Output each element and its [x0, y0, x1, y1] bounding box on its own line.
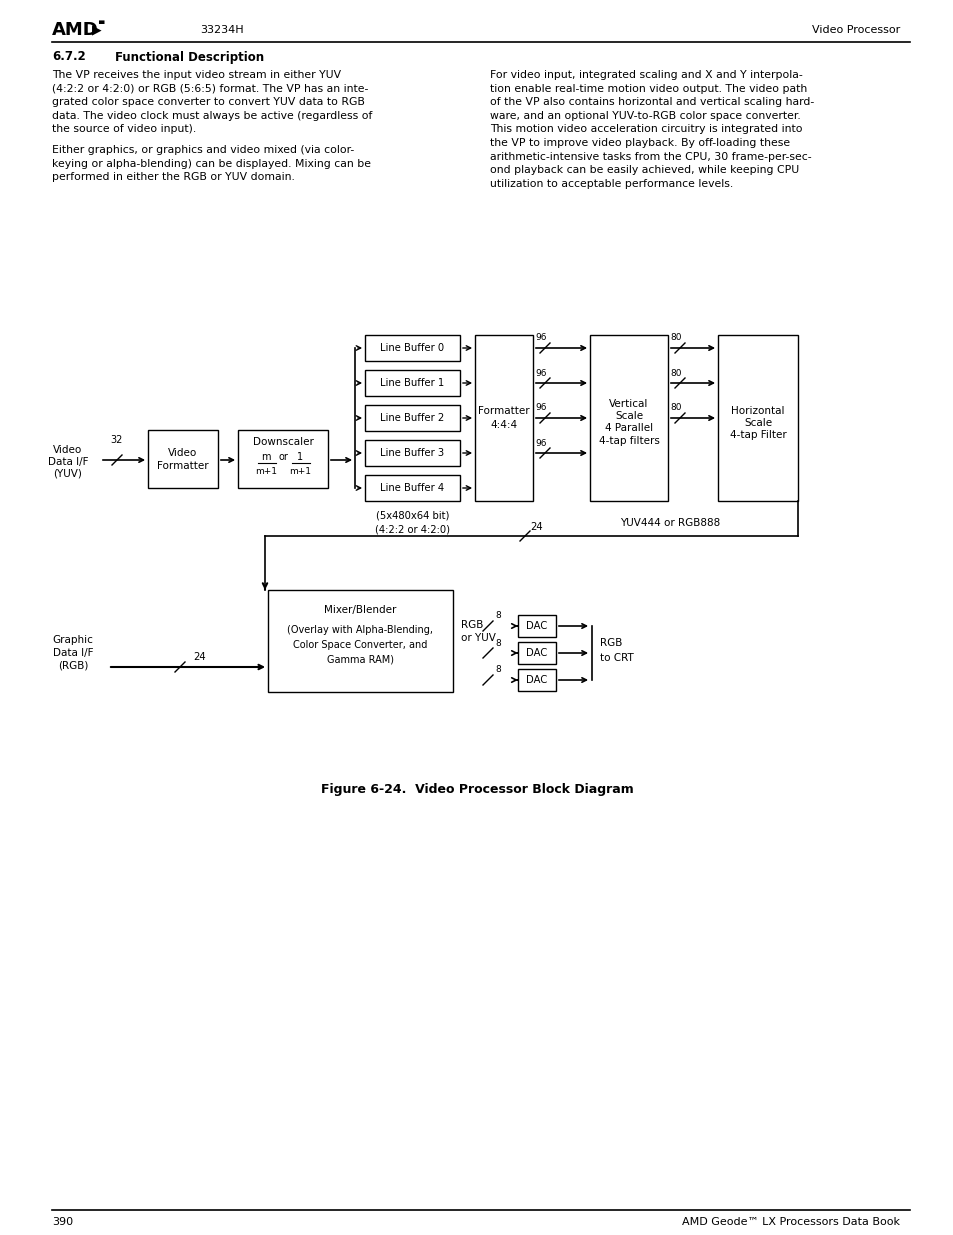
- Text: to CRT: to CRT: [599, 653, 633, 663]
- Text: Video: Video: [53, 445, 83, 454]
- Bar: [589, 335, 667, 501]
- Bar: [365, 335, 459, 361]
- Text: m+1: m+1: [254, 468, 276, 477]
- Text: AMD: AMD: [52, 21, 99, 40]
- Bar: [475, 335, 533, 501]
- Text: Data I/F: Data I/F: [52, 648, 93, 658]
- Text: Video: Video: [168, 448, 197, 458]
- Text: 32: 32: [111, 435, 123, 445]
- Text: (4:2:2 or 4:2:0): (4:2:2 or 4:2:0): [375, 524, 450, 534]
- Bar: [517, 615, 556, 637]
- Text: 24: 24: [530, 522, 542, 532]
- Text: Formatter: Formatter: [477, 406, 529, 416]
- Text: 80: 80: [669, 368, 680, 378]
- Text: Vertical: Vertical: [609, 399, 648, 409]
- Text: Downscaler: Downscaler: [253, 437, 314, 447]
- Text: YUV444 or RGB888: YUV444 or RGB888: [619, 517, 720, 529]
- Text: Line Buffer 2: Line Buffer 2: [380, 412, 444, 424]
- Text: 4-tap Filter: 4-tap Filter: [729, 430, 785, 440]
- Bar: [365, 370, 459, 396]
- Text: RGB: RGB: [599, 638, 621, 648]
- Bar: [268, 590, 453, 692]
- Text: Color Space Converter, and: Color Space Converter, and: [293, 640, 427, 650]
- Text: Video Processor: Video Processor: [811, 25, 899, 35]
- Text: ▶: ▶: [91, 23, 102, 37]
- Text: (RGB): (RGB): [58, 661, 88, 671]
- Text: DAC: DAC: [526, 621, 547, 631]
- Text: Scale: Scale: [743, 417, 771, 429]
- Text: 24: 24: [193, 652, 206, 662]
- Text: 80: 80: [669, 333, 680, 342]
- Text: DAC: DAC: [526, 648, 547, 658]
- Text: Line Buffer 0: Line Buffer 0: [380, 343, 444, 353]
- Text: m+1: m+1: [289, 468, 311, 477]
- Text: 33234H: 33234H: [200, 25, 243, 35]
- Text: Scale: Scale: [615, 411, 642, 421]
- Bar: [517, 642, 556, 664]
- Text: or: or: [277, 452, 288, 462]
- Bar: [718, 335, 797, 501]
- Text: 8: 8: [495, 611, 500, 620]
- Text: Line Buffer 3: Line Buffer 3: [380, 448, 444, 458]
- Text: DAC: DAC: [526, 676, 547, 685]
- Text: 96: 96: [535, 333, 546, 342]
- Text: For video input, integrated scaling and X and Y interpola-
tion enable real-time: For video input, integrated scaling and …: [490, 70, 814, 189]
- Text: 1: 1: [296, 452, 303, 462]
- Text: Line Buffer 4: Line Buffer 4: [380, 483, 444, 493]
- Text: 4-tap filters: 4-tap filters: [598, 436, 659, 446]
- Text: RGB: RGB: [460, 620, 483, 630]
- Text: Figure 6-24.  Video Processor Block Diagram: Figure 6-24. Video Processor Block Diagr…: [320, 783, 633, 797]
- Text: 96: 96: [535, 438, 546, 447]
- Text: Data I/F: Data I/F: [48, 457, 89, 467]
- Text: Functional Description: Functional Description: [115, 51, 264, 63]
- Bar: [365, 405, 459, 431]
- Text: Mixer/Blender: Mixer/Blender: [324, 605, 396, 615]
- Text: (YUV): (YUV): [53, 469, 82, 479]
- Text: 4 Parallel: 4 Parallel: [604, 424, 653, 433]
- Text: m: m: [261, 452, 271, 462]
- Text: (5x480x64 bit): (5x480x64 bit): [375, 511, 449, 521]
- Text: 390: 390: [52, 1216, 73, 1228]
- Bar: [237, 430, 328, 488]
- Bar: [365, 440, 459, 466]
- Text: ▀: ▀: [98, 21, 103, 27]
- Bar: [365, 475, 459, 501]
- Text: Line Buffer 1: Line Buffer 1: [380, 378, 444, 388]
- Text: 8: 8: [495, 666, 500, 674]
- Text: or YUV: or YUV: [460, 634, 496, 643]
- Text: Formatter: Formatter: [157, 461, 209, 471]
- Text: 96: 96: [535, 404, 546, 412]
- Bar: [517, 669, 556, 692]
- Text: 6.7.2: 6.7.2: [52, 51, 86, 63]
- Text: Either graphics, or graphics and video mixed (via color-
keying or alpha-blendin: Either graphics, or graphics and video m…: [52, 144, 371, 183]
- Text: 4:4:4: 4:4:4: [490, 420, 517, 430]
- Bar: [148, 430, 218, 488]
- Text: 80: 80: [669, 404, 680, 412]
- Text: 96: 96: [535, 368, 546, 378]
- Text: The VP receives the input video stream in either YUV
(4:2:2 or 4:2:0) or RGB (5:: The VP receives the input video stream i…: [52, 70, 372, 135]
- Text: Horizontal: Horizontal: [731, 406, 784, 416]
- Text: 8: 8: [495, 638, 500, 647]
- Text: Graphic: Graphic: [52, 635, 93, 645]
- Text: Gamma RAM): Gamma RAM): [327, 655, 394, 664]
- Text: AMD Geode™ LX Processors Data Book: AMD Geode™ LX Processors Data Book: [681, 1216, 899, 1228]
- Text: (Overlay with Alpha-Blending,: (Overlay with Alpha-Blending,: [287, 625, 433, 635]
